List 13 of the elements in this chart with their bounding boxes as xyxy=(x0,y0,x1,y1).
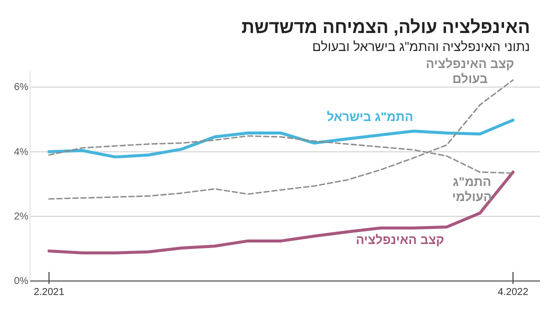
y-tick-label: 6% xyxy=(14,82,29,94)
chart-title: האינפלציה עולה, הצמיחה מדשדשת xyxy=(242,17,530,37)
line-series xyxy=(48,170,514,254)
series-label: קצב האינפלציה xyxy=(356,233,444,247)
series-label: התמ"ג העולמי xyxy=(452,175,492,204)
series-label: קצב האינפלציה בעולם xyxy=(426,57,514,86)
x-tick-label: 2.2021 xyxy=(34,287,65,298)
series-label: התמ"ג בישראל xyxy=(326,110,414,124)
y-tick-label: 0% xyxy=(14,276,29,287)
x-tick-label: 4.2022 xyxy=(498,287,529,298)
y-tick-label: 4% xyxy=(14,146,29,158)
y-tick-label: 2% xyxy=(14,211,29,222)
chart-subtitle: נתוני האינפלציה והתמ"ג בישראל ובעולם xyxy=(312,39,530,54)
